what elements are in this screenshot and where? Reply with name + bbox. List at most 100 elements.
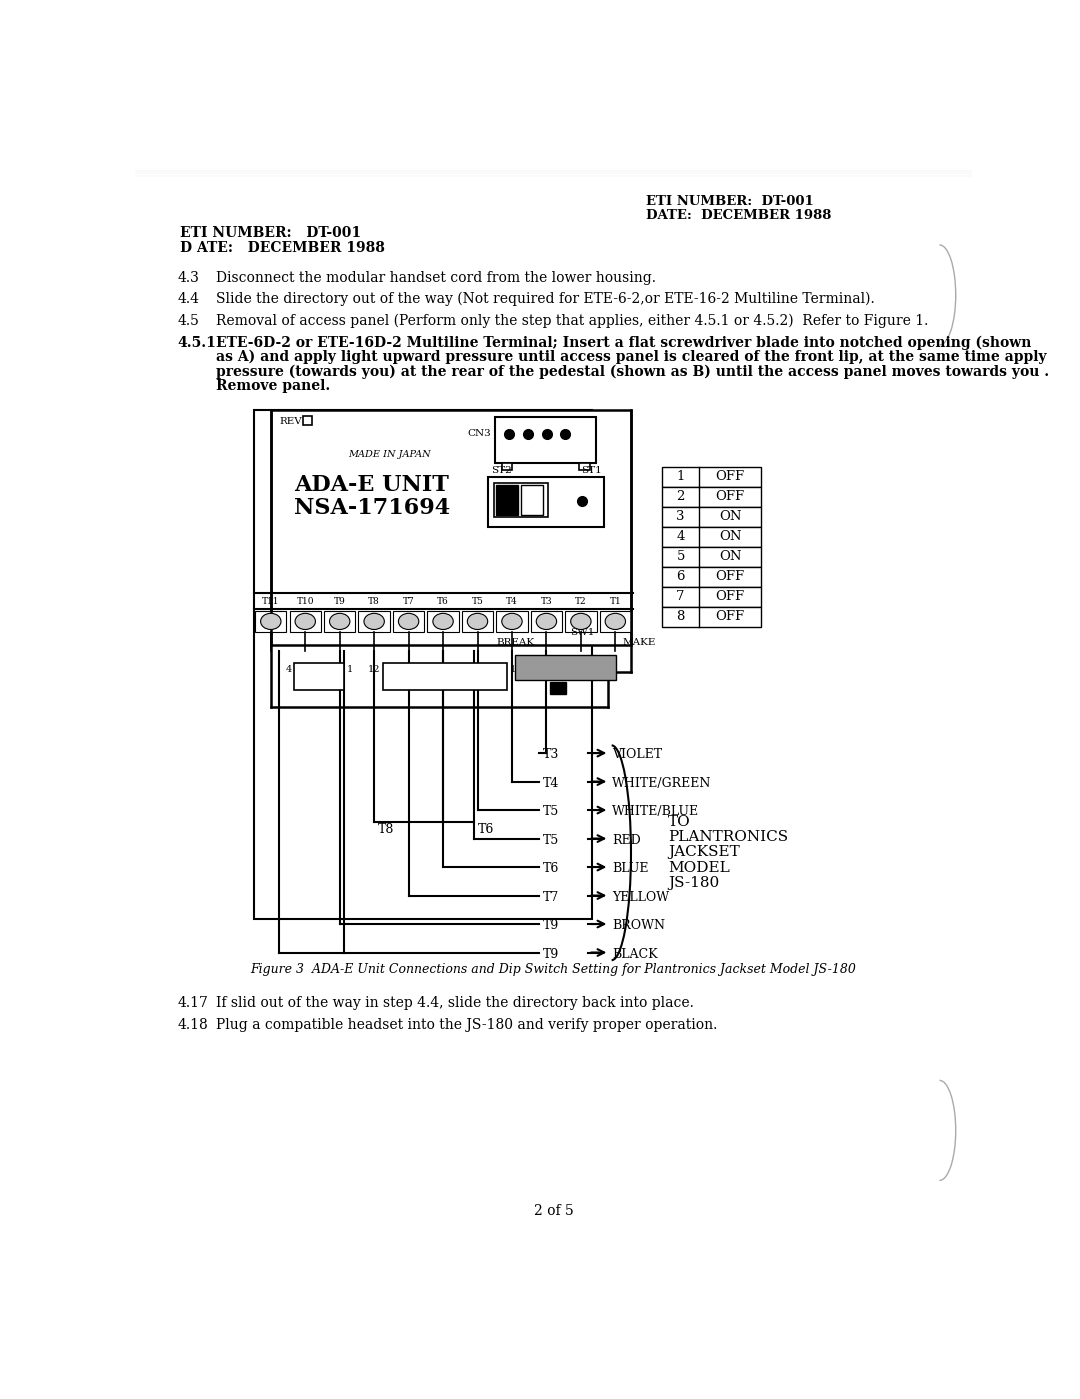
Text: T7: T7 xyxy=(542,891,558,904)
Text: NSA-171694: NSA-171694 xyxy=(294,498,450,519)
Ellipse shape xyxy=(260,613,281,630)
Text: 4.18: 4.18 xyxy=(177,1017,208,1031)
Text: T4: T4 xyxy=(542,776,559,789)
Text: 1: 1 xyxy=(347,666,353,674)
Bar xyxy=(494,483,548,518)
Text: T11: T11 xyxy=(262,597,280,606)
Text: CN2: CN2 xyxy=(307,672,332,681)
Bar xyxy=(488,477,604,526)
Text: YELLOW: YELLOW xyxy=(612,891,670,904)
Text: RED: RED xyxy=(612,834,642,846)
Bar xyxy=(515,655,617,680)
Ellipse shape xyxy=(329,613,350,630)
Ellipse shape xyxy=(433,613,454,630)
Text: ETE-6D-2 or ETE-16D-2 Multiline Terminal; Insert a flat screwdriver blade into n: ETE-6D-2 or ETE-16D-2 Multiline Terminal… xyxy=(216,336,1031,350)
Text: T3: T3 xyxy=(542,748,559,761)
Text: 4: 4 xyxy=(285,666,292,674)
Text: OFF: OFF xyxy=(716,490,745,504)
Bar xyxy=(599,610,631,632)
Text: 12: 12 xyxy=(368,666,380,674)
Text: BLUE: BLUE xyxy=(612,862,649,876)
Ellipse shape xyxy=(399,613,419,630)
Text: ON: ON xyxy=(719,550,742,564)
Text: 4.4: 4.4 xyxy=(177,292,200,306)
Text: 4.5.1: 4.5.1 xyxy=(177,336,216,350)
Text: Plug a compatible headset into the JS-180 and verify proper operation.: Plug a compatible headset into the JS-18… xyxy=(216,1017,718,1031)
Text: ON: ON xyxy=(719,530,742,543)
Text: BREAK: BREAK xyxy=(496,638,535,646)
Text: CN3: CN3 xyxy=(468,429,491,438)
Bar xyxy=(271,410,631,645)
Ellipse shape xyxy=(605,613,625,630)
Bar xyxy=(662,526,761,547)
Text: OFF: OFF xyxy=(716,590,745,603)
Text: 4.17: 4.17 xyxy=(177,996,208,1010)
Bar xyxy=(254,410,592,919)
Text: If slid out of the way in step 4.4, slide the directory back into place.: If slid out of the way in step 4.4, slid… xyxy=(216,996,694,1010)
Text: T8: T8 xyxy=(378,823,394,837)
Text: JS-180: JS-180 xyxy=(669,876,719,890)
Text: pressure (towards you) at the rear of the pedestal (shown as B) until the access: pressure (towards you) at the rear of th… xyxy=(216,364,1050,379)
Bar xyxy=(496,417,596,463)
Text: 3: 3 xyxy=(676,511,685,523)
Text: MADE IN JAPAN: MADE IN JAPAN xyxy=(348,449,431,459)
Bar xyxy=(662,567,761,586)
Text: T6: T6 xyxy=(437,597,449,606)
Text: Removal of access panel (Perform only the step that applies, either 4.5.1 or 4.5: Removal of access panel (Perform only th… xyxy=(216,313,929,327)
Text: 1: 1 xyxy=(510,666,515,674)
Text: 8: 8 xyxy=(676,610,685,624)
Bar xyxy=(662,547,761,567)
Text: D ATE:   DECEMBER 1988: D ATE: DECEMBER 1988 xyxy=(180,241,384,255)
Bar xyxy=(383,663,507,690)
Text: WHITE/BLUE: WHITE/BLUE xyxy=(612,804,700,818)
Text: OFF: OFF xyxy=(716,610,745,624)
Bar xyxy=(393,610,424,632)
Text: SW1: SW1 xyxy=(569,628,594,638)
Text: T6: T6 xyxy=(542,862,559,876)
Bar xyxy=(428,610,459,632)
Text: T9: T9 xyxy=(542,919,558,932)
Text: T7: T7 xyxy=(403,597,415,606)
Bar xyxy=(497,610,528,632)
Bar xyxy=(359,610,390,632)
Text: 6: 6 xyxy=(676,571,685,583)
Text: Disconnect the modular handset cord from the lower housing.: Disconnect the modular handset cord from… xyxy=(216,271,657,285)
Text: T4: T4 xyxy=(507,597,517,606)
Text: T2: T2 xyxy=(575,597,586,606)
Ellipse shape xyxy=(570,613,591,630)
Ellipse shape xyxy=(537,613,556,630)
Text: ADA-E UNIT: ADA-E UNIT xyxy=(294,474,449,497)
Text: BROWN: BROWN xyxy=(612,919,665,932)
Ellipse shape xyxy=(502,613,522,630)
Text: ETI NUMBER:   DT-001: ETI NUMBER: DT-001 xyxy=(180,227,361,241)
Text: 2: 2 xyxy=(676,490,685,504)
Text: TO: TO xyxy=(669,814,691,828)
Text: T3: T3 xyxy=(541,597,552,606)
Text: 5: 5 xyxy=(676,550,685,564)
Bar xyxy=(255,610,286,632)
Text: T5: T5 xyxy=(542,804,558,818)
Text: T9: T9 xyxy=(542,947,558,961)
Text: T1: T1 xyxy=(609,597,621,606)
Text: ST2: ST2 xyxy=(490,466,512,474)
Text: MODEL: MODEL xyxy=(669,860,730,874)
Text: OFF: OFF xyxy=(716,470,745,483)
Bar xyxy=(662,467,761,487)
Text: MAKE: MAKE xyxy=(622,638,656,646)
Text: REV: REV xyxy=(280,417,302,425)
Text: ST1: ST1 xyxy=(581,466,602,474)
Text: 2 of 5: 2 of 5 xyxy=(534,1205,573,1219)
Bar xyxy=(662,586,761,607)
Bar xyxy=(294,663,345,690)
Text: 4.3: 4.3 xyxy=(177,271,200,285)
Bar xyxy=(496,485,517,515)
Text: OFF: OFF xyxy=(716,571,745,583)
Text: WHITE/GREEN: WHITE/GREEN xyxy=(612,776,712,789)
Bar xyxy=(530,610,562,632)
Bar xyxy=(303,416,312,425)
Text: T10: T10 xyxy=(297,597,314,606)
Text: T9: T9 xyxy=(334,597,346,606)
Text: T8: T8 xyxy=(368,597,380,606)
Text: Slide the directory out of the way (Not required for ETE-6-2,or ETE-16-2 Multili: Slide the directory out of the way (Not … xyxy=(216,292,875,306)
Text: 4.5: 4.5 xyxy=(177,313,200,327)
